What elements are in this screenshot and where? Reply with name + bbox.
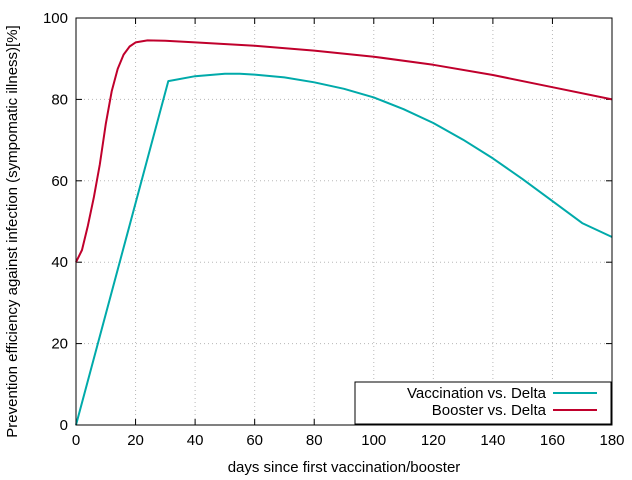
x-tick-label: 180 <box>599 432 624 449</box>
y-tick-label: 100 <box>43 10 68 27</box>
tick-labels: 0 20 40 60 80 100 120 140 160 180 0 20 40 60 80 100 <box>43 10 625 449</box>
x-axis-label: days since first vaccination/booster <box>228 459 461 476</box>
x-tick-label: 160 <box>540 432 565 449</box>
x-tick-label: 60 <box>246 432 263 449</box>
plot-frame <box>75 17 613 426</box>
series-lines <box>75 39 613 426</box>
x-tick-label: 20 <box>127 432 144 449</box>
x-tick-label: 100 <box>361 432 386 449</box>
y-tick-label: 60 <box>51 173 68 190</box>
x-tick-label: 40 <box>187 432 204 449</box>
grid-lines <box>76 18 612 425</box>
x-tick-label: 80 <box>306 432 323 449</box>
y-tick-label: 20 <box>51 336 68 353</box>
x-tick-label: 120 <box>421 432 446 449</box>
y-tick-label: 40 <box>51 254 68 271</box>
y-tick-label: 80 <box>51 91 68 108</box>
legend-box <box>354 381 612 425</box>
y-tick-label: 0 <box>60 417 68 434</box>
legend-label-booster: Booster vs. Delta <box>432 402 547 419</box>
series-line-vaccination <box>75 72 613 426</box>
y-axis-label: Prevention efficiency against infection … <box>4 25 21 437</box>
axis-ticks <box>75 17 613 426</box>
legend: Vaccination vs. Delta Booster vs. Delta <box>354 381 612 425</box>
series-line-booster <box>75 39 613 263</box>
legend-label-vaccination: Vaccination vs. Delta <box>407 385 547 402</box>
x-tick-label: 0 <box>72 432 80 449</box>
x-tick-label: 140 <box>480 432 505 449</box>
